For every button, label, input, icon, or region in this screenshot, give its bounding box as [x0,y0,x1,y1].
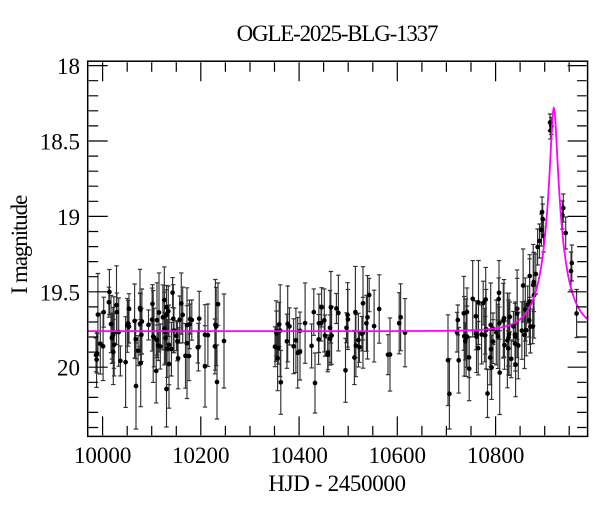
svg-text:10600: 10600 [369,443,427,468]
svg-text:19: 19 [57,205,80,230]
svg-text:18.5: 18.5 [40,130,80,155]
svg-text:10000: 10000 [74,443,132,468]
svg-text:20: 20 [57,356,80,381]
svg-text:18: 18 [57,54,80,79]
svg-text:I magnitude: I magnitude [7,195,32,294]
svg-text:10200: 10200 [172,443,230,468]
svg-text:10400: 10400 [270,443,328,468]
svg-text:HJD - 2450000: HJD - 2450000 [268,471,405,496]
svg-text:OGLE-2025-BLG-1337: OGLE-2025-BLG-1337 [237,21,438,46]
svg-text:10800: 10800 [467,443,525,468]
svg-text:19.5: 19.5 [40,280,80,305]
